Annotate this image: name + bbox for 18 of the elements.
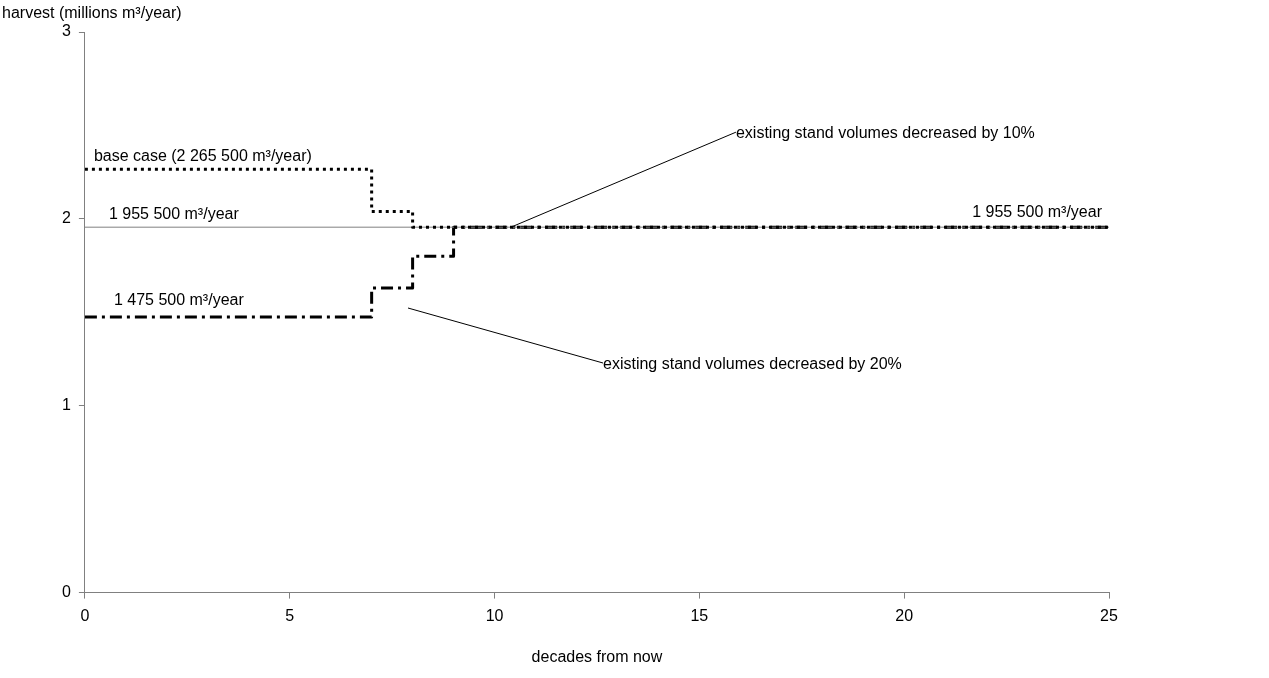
x-tick-label: 5 [285,606,295,624]
x-tick-label: 15 [690,606,709,624]
x-axis-title: decades from now [531,647,663,665]
annotation: existing stand volumes decreased by 20% [603,355,902,372]
y-tick-label: 2 [61,209,71,227]
x-tick-label: 25 [1100,606,1118,624]
annotation: base case (2 265 500 m³/year) [93,147,312,165]
x-tick-label: 0 [80,606,90,624]
x-tick-label: 20 [895,606,914,624]
x-tick-label: 10 [485,606,504,624]
annotation: 1 475 500 m³/year [113,290,245,308]
y-tick-label: 0 [61,583,71,601]
y-tick-label: 1 [61,396,71,414]
y-tick-label: 3 [61,22,71,40]
y-axis-title: harvest (millions m³/year) [2,4,182,22]
annotation: 1 955 500 m³/year [972,203,1103,221]
annotation: 1 955 500 m³/year [108,205,240,223]
annotation: existing stand volumes decreased by 10% [735,124,1035,142]
